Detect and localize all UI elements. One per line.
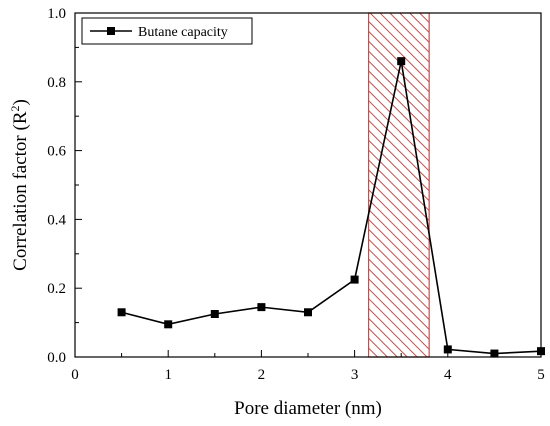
legend-marker (107, 27, 115, 35)
data-point (350, 275, 359, 284)
y-axis-title-main: Correlation factor (R (10, 111, 31, 271)
data-point (304, 308, 312, 317)
data-point (397, 57, 406, 66)
y-axis-title-superscript: 2 (8, 105, 22, 111)
plot-frame (74, 12, 542, 358)
y-tick-label: 0.0 (47, 350, 66, 366)
x-tick-label: 3 (351, 367, 359, 383)
y-axis-title: Correlation factor (R2) (8, 99, 31, 271)
legend-label: Butane capacity (138, 25, 228, 40)
svg-text:Correlation factor (R2): Correlation factor (R2) (8, 99, 31, 271)
data-point (164, 320, 173, 329)
y-tick-label: 0.6 (47, 144, 66, 160)
data-point (117, 308, 126, 317)
x-tick-label: 1 (164, 367, 172, 383)
data-point (443, 345, 452, 354)
x-tick-label: 2 (258, 367, 266, 383)
legend: Butane capacity (81, 17, 253, 45)
series-line (121, 60, 542, 355)
y-axis: 0.0 0.2 0.4 0.6 0.8 1.0 (47, 6, 82, 366)
y-tick-label: 0.8 (47, 75, 66, 91)
data-point (210, 310, 219, 318)
x-tick-label: 5 (537, 367, 545, 383)
y-tick-label: 0.2 (47, 281, 66, 297)
y-axis-title-end: ) (10, 99, 31, 105)
series-layer (117, 57, 545, 358)
x-tick-label: 4 (444, 367, 452, 383)
y-tick-label: 0.4 (47, 212, 66, 228)
y-tick-label: 1.0 (47, 6, 66, 22)
x-tick-label: 0 (71, 367, 79, 383)
x-axis: 0 1 2 3 4 5 (71, 350, 545, 383)
x-axis-title: Pore diameter (nm) (234, 398, 382, 419)
data-point (257, 303, 266, 312)
